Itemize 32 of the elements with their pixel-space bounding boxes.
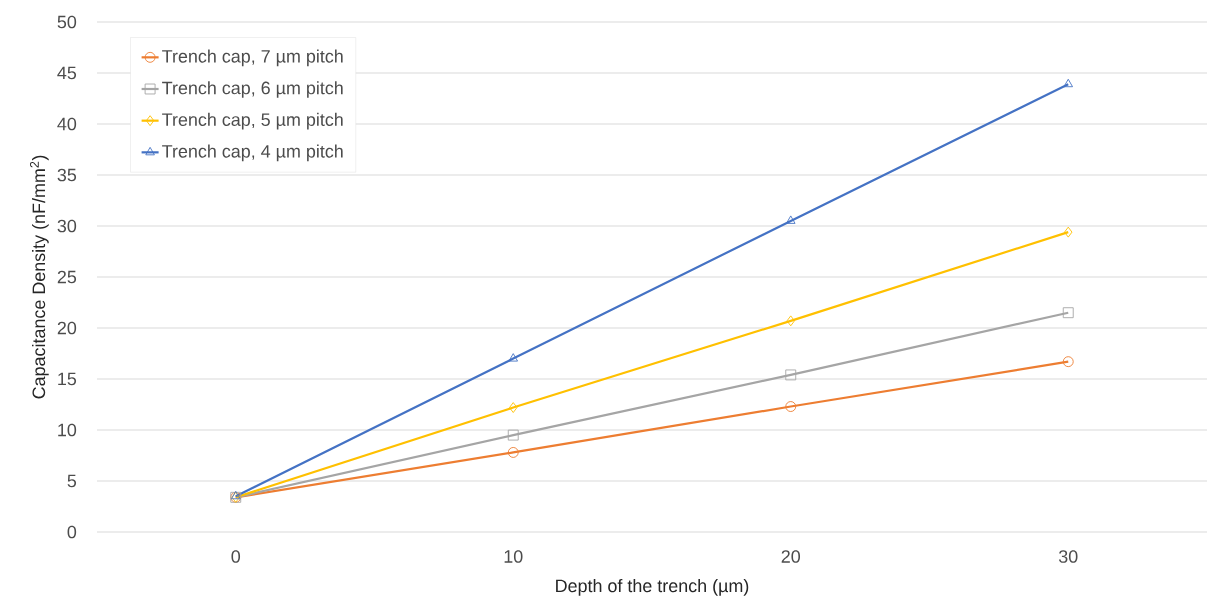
point (508, 353, 519, 362)
y-tick-label: 10 (58, 423, 77, 437)
point (507, 447, 519, 458)
y-tick-label: 50 (57, 15, 77, 29)
legend-label: Trench cap, 7 µm pitch (162, 49, 343, 67)
y-tick-label: 15 (58, 372, 77, 386)
point (1064, 226, 1073, 238)
point (1062, 307, 1074, 319)
x-tick-label: 30 (1058, 550, 1078, 563)
point (507, 429, 519, 441)
y-tick-label: 5 (67, 474, 77, 488)
y-tick-label: 0 (67, 525, 77, 539)
y-tick-label: 25 (57, 270, 77, 284)
point (786, 315, 795, 327)
y-tick-label: 20 (57, 321, 77, 335)
legend-label: Trench cap, 6 µm pitch (162, 81, 343, 98)
y-tick-label: 45 (57, 66, 77, 80)
y-tick-label: 35 (57, 168, 77, 182)
point (1062, 356, 1074, 368)
legend-label: Trench cap, 5 µm pitch (162, 112, 343, 130)
legend-label: Trench cap, 4 µm pitch (162, 144, 343, 162)
x-tick-label: 10 (504, 550, 523, 563)
x-axis-title: Depth of the trench (µm) (556, 579, 749, 596)
point (785, 401, 797, 412)
point (1063, 78, 1073, 88)
y-tick-label: 30 (57, 219, 77, 233)
x-tick-label: 0 (231, 550, 241, 563)
y-axis-title: Capacitance Density (nF/mm$^{2}$) (29, 155, 49, 399)
point (509, 402, 518, 413)
y-tick-label: 40 (57, 117, 77, 131)
x-tick-label: 20 (781, 550, 801, 563)
point (785, 369, 797, 381)
